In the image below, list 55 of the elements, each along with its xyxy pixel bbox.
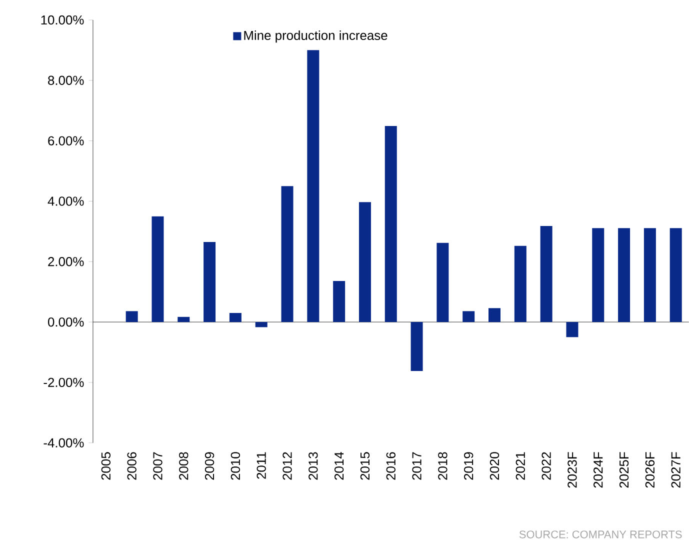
x-tick-label: 2026F (645, 452, 655, 488)
bar (307, 50, 320, 322)
x-tick-label: 2009 (204, 452, 214, 480)
y-tick-label: 4.00% (48, 196, 84, 206)
source-note: SOURCE: COMPANY REPORTS (519, 530, 682, 538)
x-tick-label: 2014 (334, 452, 344, 480)
y-tick-label: 0.00% (48, 318, 84, 327)
x-tick-label: 2016 (386, 452, 396, 480)
bar (255, 322, 268, 328)
y-tick-label: 6.00% (48, 136, 84, 146)
bar (204, 242, 216, 322)
y-tick-label: 8.00% (48, 76, 84, 86)
bar (670, 228, 682, 322)
legend-label: Mine production increase (244, 30, 388, 43)
x-tick-label: 2006 (127, 452, 136, 480)
y-tick-label: 10.00% (41, 15, 84, 25)
x-tick-label: 2027F (671, 452, 680, 488)
x-tick-label: 2019 (464, 452, 474, 480)
bar (178, 316, 190, 322)
x-tick-label: 2013 (308, 452, 318, 480)
bar (488, 308, 501, 322)
bar (618, 228, 630, 322)
y-tick-label: -4.00% (44, 438, 84, 448)
x-tick-label: 2005 (101, 452, 111, 480)
bar (514, 246, 526, 322)
bar (540, 226, 552, 322)
bar (281, 186, 294, 322)
x-tick-label: 2007 (153, 452, 162, 480)
x-tick-label: 2022 (542, 452, 551, 480)
bar (333, 281, 346, 322)
bar (592, 228, 604, 322)
bar (644, 228, 656, 322)
x-tick-label: 2018 (438, 452, 448, 480)
x-tick-label: 2011 (256, 452, 266, 479)
bar (436, 242, 449, 322)
bar (358, 202, 371, 322)
x-tick-label: 2025F (619, 452, 629, 488)
x-tick-label: 2015 (360, 452, 370, 480)
bar (462, 311, 475, 322)
x-tick-label: 2023F (568, 452, 577, 488)
x-tick-label: 2010 (230, 452, 240, 480)
bar (384, 126, 397, 322)
x-tick-label: 2021 (516, 452, 525, 480)
bar (566, 322, 578, 338)
x-tick-label: 2020 (490, 452, 500, 480)
bar (126, 311, 138, 322)
x-tick-label: 2017 (412, 452, 422, 480)
x-tick-label: 2024F (594, 452, 603, 488)
bar (229, 313, 242, 322)
x-tick-label: 2008 (179, 452, 188, 480)
bar (410, 322, 423, 372)
y-tick-label: 2.00% (48, 257, 84, 266)
bar (152, 216, 164, 322)
y-tick-label: -2.00% (44, 378, 84, 388)
x-tick-label: 2012 (282, 452, 292, 480)
